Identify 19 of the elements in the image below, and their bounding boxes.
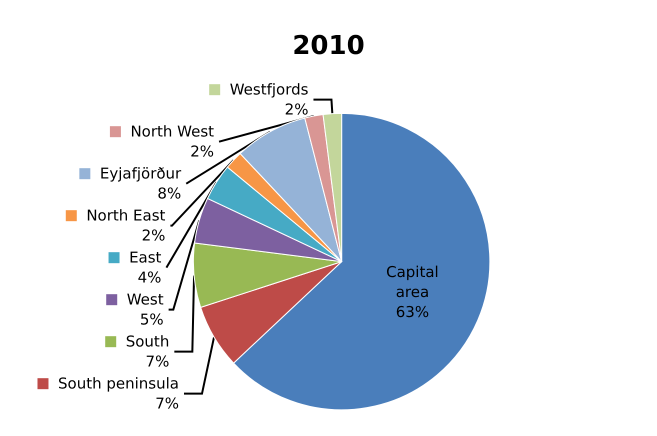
- legend-label: Westfjords: [220, 80, 309, 99]
- data-label: 5%: [140, 310, 164, 329]
- data-label: 2%: [142, 226, 166, 245]
- legend-label: North West: [120, 122, 214, 141]
- chart-title: 2010: [292, 31, 365, 61]
- legend-label: East: [120, 248, 162, 267]
- data-label: 2%: [284, 100, 308, 119]
- legend-label: Eyjafjörður: [90, 164, 182, 183]
- slice-label: Capital area: [386, 263, 439, 302]
- data-label: 4%: [138, 268, 162, 287]
- data-label: 2%: [190, 142, 214, 161]
- data-label: 8%: [157, 184, 182, 203]
- data-label: 7%: [155, 394, 179, 413]
- legend-label: South peninsula: [48, 374, 179, 393]
- data-label: 7%: [146, 352, 170, 371]
- data-label: 63%: [396, 303, 430, 322]
- legend-label: West: [117, 290, 164, 309]
- legend-label: South: [116, 332, 170, 351]
- legend-label: North East: [76, 206, 166, 225]
